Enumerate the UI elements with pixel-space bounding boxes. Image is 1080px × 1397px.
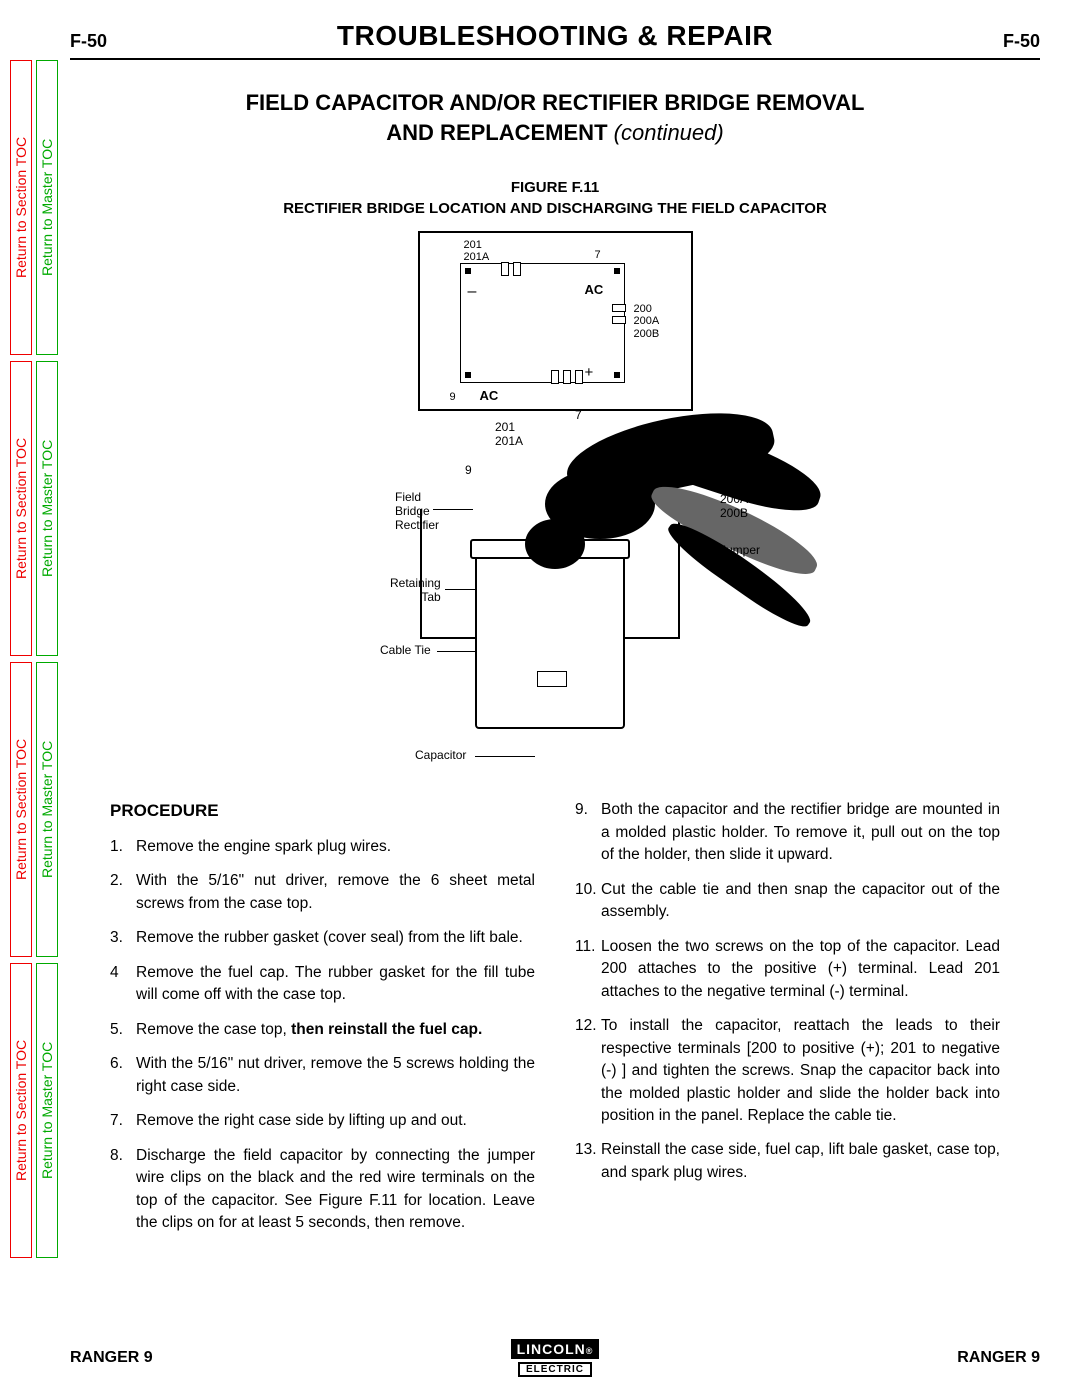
step-3: 3.Remove the rubber gasket (cover seal) … (110, 927, 535, 949)
rectifier-schematic: 201201A 7 – AC 200200A200B + 9 AC (418, 231, 693, 411)
footer-product-left: RANGER 9 (70, 1349, 153, 1367)
label-jumper: Jumper (720, 544, 760, 558)
label-field-bridge: Field Bridge Rectifier (395, 491, 439, 532)
return-section-toc-2[interactable]: Return to Section TOC (10, 361, 32, 656)
label-201-bottom: 201201A (495, 421, 523, 449)
step-11: 11.Loosen the two screws on the top of t… (575, 936, 1000, 1003)
capacitor-illustration: 201201A 7 9 200200A200B Field Bridge Rec… (275, 409, 835, 779)
label-cable-tie: Cable Tie (380, 644, 431, 658)
procedure-heading: PROCEDURE (110, 799, 535, 824)
page-number-left: F-50 (70, 31, 107, 52)
procedure-right-column: 9.Both the capacitor and the rectifier b… (575, 799, 1000, 1246)
page-content: F-50 TROUBLESHOOTING & REPAIR F-50 FIELD… (70, 20, 1040, 1247)
page-footer: RANGER 9 LINCOLN® ELECTRIC RANGER 9 (70, 1339, 1040, 1377)
section-continued: (continued) (614, 120, 724, 145)
label-9-top: 9 (450, 391, 456, 403)
figure-caption-text: RECTIFIER BRIDGE LOCATION AND DISCHARGIN… (283, 200, 827, 217)
label-201: 201201A (464, 239, 490, 263)
side-nav: Return to Section TOC Return to Section … (10, 60, 58, 1258)
footer-product-right: RANGER 9 (957, 1349, 1040, 1367)
label-9-bottom: 9 (465, 464, 472, 478)
step-1: 1.Remove the engine spark plug wires. (110, 836, 535, 858)
figure-caption: FIGURE F.11 RECTIFIER BRIDGE LOCATION AN… (70, 177, 1040, 219)
label-200-group-top: 200200A200B (634, 303, 660, 339)
page-number-right: F-50 (1003, 31, 1040, 52)
return-master-toc-1[interactable]: Return to Master TOC (36, 60, 58, 355)
return-section-toc-1[interactable]: Return to Section TOC (10, 60, 32, 355)
section-title-line1: FIELD CAPACITOR AND/OR RECTIFIER BRIDGE … (246, 90, 865, 115)
return-section-toc-3[interactable]: Return to Section TOC (10, 662, 32, 957)
header-title: TROUBLESHOOTING & REPAIR (337, 20, 773, 52)
label-7-top: 7 (595, 249, 601, 261)
step-5: 5.Remove the case top, then reinstall th… (110, 1019, 535, 1041)
label-plus: + (585, 365, 594, 382)
return-section-toc-4[interactable]: Return to Section TOC (10, 963, 32, 1258)
lincoln-logo: LINCOLN® ELECTRIC (511, 1339, 600, 1377)
procedure-columns: PROCEDURE 1.Remove the engine spark plug… (70, 799, 1040, 1246)
label-200-group-bottom: 200200A200B (720, 479, 748, 520)
rectifier-outline (460, 263, 625, 383)
page-header: F-50 TROUBLESHOOTING & REPAIR F-50 (70, 20, 1040, 60)
procedure-list-right: 9.Both the capacitor and the rectifier b… (575, 799, 1000, 1184)
figure-label: FIGURE F.11 (511, 179, 599, 196)
return-master-toc-4[interactable]: Return to Master TOC (36, 963, 58, 1258)
step-6: 6.With the 5/16" nut driver, remove the … (110, 1053, 535, 1098)
step-4: 4Remove the fuel cap. The rubber gasket … (110, 962, 535, 1007)
section-toc-column: Return to Section TOC Return to Section … (10, 60, 32, 1258)
label-capacitor: Capacitor (415, 749, 466, 763)
label-ac-bottom: AC (480, 389, 499, 403)
procedure-list-left: 1.Remove the engine spark plug wires. 2.… (110, 836, 535, 1235)
step-7: 7.Remove the right case side by lifting … (110, 1110, 535, 1132)
logo-bottom: ELECTRIC (518, 1362, 592, 1377)
step-2: 2.With the 5/16" nut driver, remove the … (110, 870, 535, 915)
step-13: 13.Reinstall the case side, fuel cap, li… (575, 1139, 1000, 1184)
master-toc-column: Return to Master TOC Return to Master TO… (36, 60, 58, 1258)
step-8: 8.Discharge the field capacitor by conne… (110, 1145, 535, 1235)
return-master-toc-3[interactable]: Return to Master TOC (36, 662, 58, 957)
label-minus: – (468, 283, 477, 301)
step-12: 12.To install the capacitor, reattach th… (575, 1015, 1000, 1127)
procedure-left-column: PROCEDURE 1.Remove the engine spark plug… (110, 799, 535, 1246)
label-ac-top: AC (585, 283, 604, 297)
label-retaining-tab: Retaining Tab (390, 577, 441, 605)
section-title-line2: AND REPLACEMENT (386, 120, 607, 145)
return-master-toc-2[interactable]: Return to Master TOC (36, 361, 58, 656)
label-7-bottom: 7 (575, 409, 582, 423)
section-heading: FIELD CAPACITOR AND/OR RECTIFIER BRIDGE … (130, 88, 980, 147)
logo-top: LINCOLN® (511, 1339, 600, 1359)
step-9: 9.Both the capacitor and the rectifier b… (575, 799, 1000, 866)
capacitor-marking (537, 671, 567, 687)
step-10: 10.Cut the cable tie and then snap the c… (575, 879, 1000, 924)
wires (505, 409, 835, 669)
figure-diagram: 201201A 7 – AC 200200A200B + 9 AC (275, 231, 835, 779)
